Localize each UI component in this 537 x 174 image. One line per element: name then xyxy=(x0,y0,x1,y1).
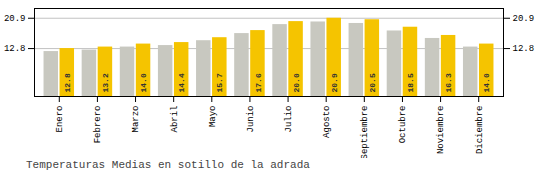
svg-text:Octubre: Octubre xyxy=(398,106,408,144)
svg-text:Noviembre: Noviembre xyxy=(436,106,446,155)
svg-text:Enero: Enero xyxy=(55,106,65,133)
svg-text:16.3: 16.3 xyxy=(444,73,453,92)
svg-text:20.0: 20.0 xyxy=(292,73,301,92)
svg-text:Mayo: Mayo xyxy=(208,106,218,128)
svg-text:14.4: 14.4 xyxy=(177,73,186,92)
svg-text:20.9: 20.9 xyxy=(4,14,26,24)
svg-text:12.8: 12.8 xyxy=(513,44,535,54)
svg-text:Febrero: Febrero xyxy=(93,106,103,144)
svg-text:Abril: Abril xyxy=(170,106,180,133)
svg-text:Diciembre: Diciembre xyxy=(475,106,485,155)
svg-text:18.5: 18.5 xyxy=(406,73,415,92)
svg-text:12.8: 12.8 xyxy=(4,44,26,54)
svg-text:Junio: Junio xyxy=(246,106,256,133)
svg-text:20.9: 20.9 xyxy=(330,73,339,92)
svg-text:13.2: 13.2 xyxy=(101,73,110,92)
svg-text:Marzo: Marzo xyxy=(131,106,141,133)
svg-text:Agosto: Agosto xyxy=(322,106,332,138)
svg-text:14.0: 14.0 xyxy=(139,73,148,92)
html-text:Temperaturas Medias en sotillo: Temperaturas Medias en sotillo de la adr… xyxy=(26,159,310,171)
svg-text:17.6: 17.6 xyxy=(254,73,263,92)
svg-text:Julio: Julio xyxy=(284,106,294,133)
svg-text:20.5: 20.5 xyxy=(368,73,377,92)
svg-text:Septiembre: Septiembre xyxy=(360,106,370,159)
svg-text:20.9: 20.9 xyxy=(513,14,535,24)
svg-text:14.0: 14.0 xyxy=(482,73,491,92)
svg-text:15.7: 15.7 xyxy=(215,73,224,92)
svg-text:12.8: 12.8 xyxy=(63,73,72,92)
